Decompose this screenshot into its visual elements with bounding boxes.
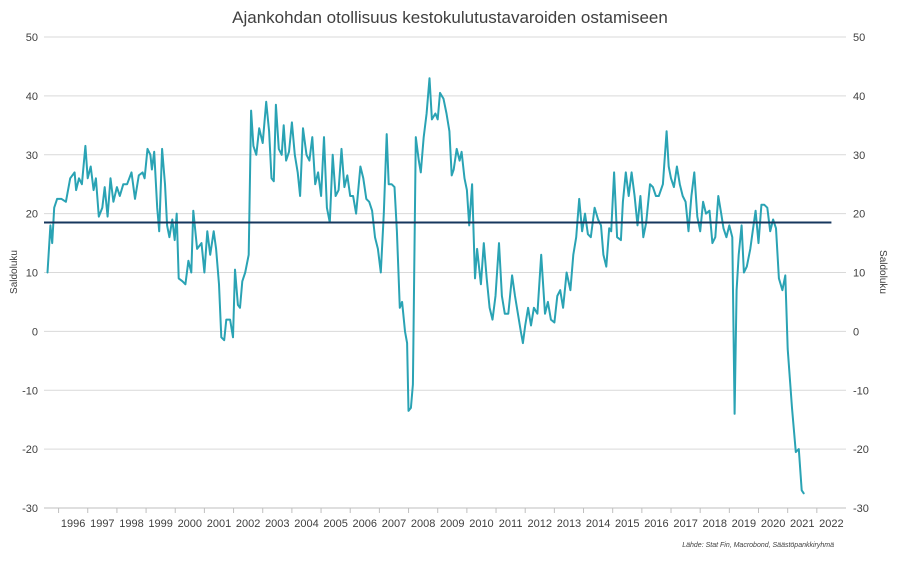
x-tick-label: 2013 (557, 518, 581, 530)
source-note: Lähde: Stat Fin, Macrobond, Säästöpankki… (682, 542, 834, 549)
y-tick-label: 50 (26, 32, 38, 44)
y-tick-label-right: 20 (853, 209, 865, 221)
y-tick-label: -10 (22, 385, 38, 397)
x-tick-label: 1998 (119, 518, 143, 530)
x-tick-label: 2003 (265, 518, 289, 530)
x-tick-label: 1997 (90, 518, 114, 530)
right-y-axis-label: Saldoluku (877, 250, 888, 294)
y-tick-label: 20 (26, 209, 38, 221)
x-tick-label: 2006 (353, 518, 377, 530)
x-tick-label: 2004 (294, 518, 318, 530)
y-tick-label: -30 (22, 503, 38, 515)
x-tick-label: 2018 (703, 518, 727, 530)
x-tick-label: 2020 (761, 518, 785, 530)
x-tick-label: 2008 (411, 518, 435, 530)
y-tick-label-right: -10 (853, 385, 869, 397)
series-layer (44, 77, 832, 495)
x-tick-label: 2021 (790, 518, 814, 530)
x-tick-label: 2009 (440, 518, 464, 530)
x-tick-label: 2011 (499, 518, 523, 530)
x-tick-label: 2015 (615, 518, 639, 530)
x-tick-label: 2017 (673, 518, 697, 530)
x-tick-label: 2002 (236, 518, 260, 530)
y-tick-label-right: -30 (853, 503, 869, 515)
left-y-axis-label: Saldoluku (9, 250, 20, 294)
y-tick-label: 40 (26, 91, 38, 103)
x-tick-label: 2022 (819, 518, 843, 530)
x-tick-label: 2019 (732, 518, 756, 530)
y-tick-label: 0 (32, 326, 38, 338)
left-y-tick-labels: 50 40 30 20 10 0 -10 -20 -30 (22, 32, 38, 515)
x-tick-label: 2000 (178, 518, 202, 530)
y-tick-label-right: 50 (853, 32, 865, 44)
chart-title: Ajankohdan otollisuus kestokulutustavaro… (232, 8, 668, 27)
y-tick-label-right: 10 (853, 268, 865, 280)
y-tick-label: 30 (26, 150, 38, 162)
x-tick-label: 1999 (148, 518, 172, 530)
y-tick-label-right: -20 (853, 444, 869, 456)
y-tick-label: 10 (26, 268, 38, 280)
y-tick-label-right: 0 (853, 326, 859, 338)
y-tick-label-right: 30 (853, 150, 865, 162)
x-tick-label: 2007 (382, 518, 406, 530)
x-tick-label: 2012 (528, 518, 552, 530)
x-tick-label: 2010 (469, 518, 493, 530)
series-line (46, 77, 805, 495)
x-tick-labels: 1996 1997 1998 1999 2000 2001 2002 2003 2004 2005… (58, 508, 844, 530)
x-tick-label: 2001 (207, 518, 231, 530)
x-tick-label: 1996 (61, 518, 85, 530)
y-tick-label-right: 40 (853, 91, 865, 103)
x-tick-label: 2014 (586, 518, 610, 530)
x-tick-label: 2016 (644, 518, 668, 530)
x-tick-label: 2005 (323, 518, 347, 530)
y-tick-label: -20 (22, 444, 38, 456)
right-y-tick-labels: 50 40 30 20 10 0 -10 -20 -30 (853, 32, 869, 515)
